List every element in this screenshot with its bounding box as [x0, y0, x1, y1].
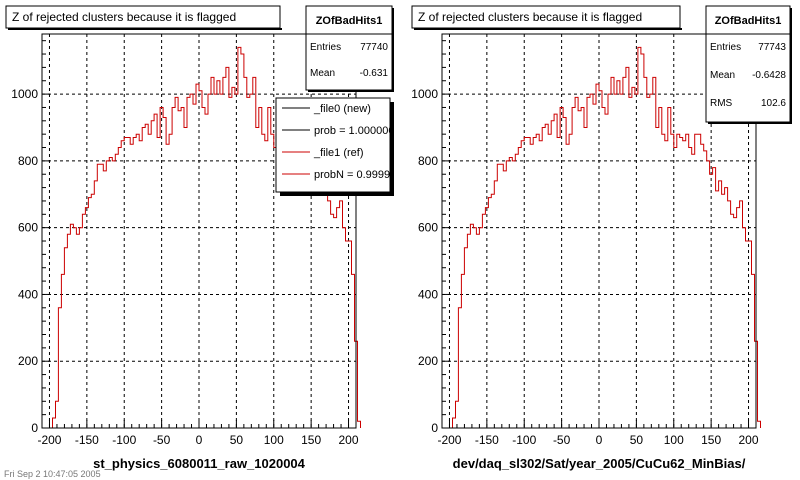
right-x-tick-label-2: -100 — [512, 433, 536, 447]
right-y-tick-label-3: 600 — [418, 221, 438, 235]
right-x-tick-label-4: 0 — [596, 433, 603, 447]
left-stats-entries-label: Entries — [310, 42, 341, 53]
right-x-tick-label-5: 50 — [630, 433, 644, 447]
left-chart-title: Z of rejected clusters because it is fla… — [12, 10, 236, 24]
left-x-tick-label-3: -50 — [153, 433, 171, 447]
right-title-box: Z of rejected clusters because it is fla… — [411, 5, 682, 30]
left-x-tick-label-1: -150 — [75, 433, 99, 447]
right-x-tick-label-0: -200 — [437, 433, 461, 447]
legend-entry-prob: prob = 1.000000 — [314, 125, 394, 137]
left-title-box: Z of rejected clusters because it is fla… — [5, 5, 282, 30]
left-stats-mean-value: -0.631 — [360, 68, 389, 79]
left-stats-box: ZOfBadHits1 Entries 77740 Mean -0.631 — [305, 5, 394, 92]
right-x-tick-label-8: 200 — [739, 433, 759, 447]
left-x-tick-label-4: 0 — [196, 433, 203, 447]
right-histogram-series-0 — [452, 46, 761, 428]
left-stats-name: ZOfBadHits1 — [316, 15, 383, 27]
right-x-axis-label: dev/daq_sl302/Sat/year_2005/CuCu62_MinBi… — [453, 456, 746, 471]
left-x-tick-label-5: 50 — [230, 433, 244, 447]
left-y-tick-label-4: 800 — [18, 154, 38, 168]
right-stats-box: ZOfBadHits1 Entries 77743 Mean -0.6428 R… — [705, 5, 792, 124]
right-stats-rms-label: RMS — [710, 98, 733, 109]
left-stats-mean-label: Mean — [310, 68, 335, 79]
left-y-tick-label-0: 0 — [31, 421, 38, 435]
right-stats-rms-value: 102.6 — [761, 98, 786, 109]
right-stats-mean-value: -0.6428 — [752, 70, 786, 81]
left-x-tick-label-7: 150 — [301, 433, 321, 447]
left-plot-frame — [41, 33, 357, 429]
left-x-tick-label-8: 200 — [339, 433, 359, 447]
right-x-tick-label-7: 150 — [701, 433, 721, 447]
left-y-tick-label-5: 1000 — [11, 87, 38, 101]
right-y-tick-label-4: 800 — [418, 154, 438, 168]
left-x-tick-label-6: 100 — [264, 433, 284, 447]
left-y-tick-label-3: 600 — [18, 221, 38, 235]
right-chart-title: Z of rejected clusters because it is fla… — [418, 10, 642, 24]
left-histogram-panel: -200 -150 -100 -50 0 50 100 150 200 0 200 400 600 800… — [5, 5, 402, 471]
footer-timestamp: Fri Sep 2 10:47:05 2005 — [4, 469, 101, 479]
legend-entry-file1-ref: _file1 (ref) — [313, 147, 364, 159]
right-x-tick-label-6: 100 — [664, 433, 684, 447]
right-histogram-panel: -200 -150 -100 -50 0 50 100 150 200 0 200 400 600 800… — [411, 5, 792, 471]
right-y-tick-label-2: 400 — [418, 287, 438, 301]
left-stats-entries-value: 77740 — [360, 42, 388, 53]
legend-box: _file0 (new) prob = 1.000000 _file1 (ref… — [275, 97, 402, 196]
left-x-tick-label-2: -100 — [112, 433, 136, 447]
left-y-tick-label-1: 200 — [18, 354, 38, 368]
right-stats-entries-label: Entries — [710, 42, 741, 53]
left-x-axis-label: st_physics_6080011_raw_1020004 — [93, 456, 306, 471]
right-y-tick-label-0: 0 — [431, 421, 438, 435]
left-y-tick-label-2: 400 — [18, 287, 38, 301]
right-stats-entries-value: 77743 — [758, 42, 786, 53]
right-x-tick-label-3: -50 — [553, 433, 571, 447]
legend-entry-probn: probN = 0.999989 — [314, 169, 402, 181]
legend-entry-file0-new: _file0 (new) — [313, 103, 371, 115]
right-stats-name: ZOfBadHits1 — [715, 15, 782, 27]
right-x-tick-label-1: -150 — [475, 433, 499, 447]
left-x-tick-label-0: -200 — [37, 433, 61, 447]
right-stats-mean-label: Mean — [710, 70, 735, 81]
right-y-tick-label-5: 1000 — [411, 87, 438, 101]
right-y-tick-label-1: 200 — [418, 354, 438, 368]
